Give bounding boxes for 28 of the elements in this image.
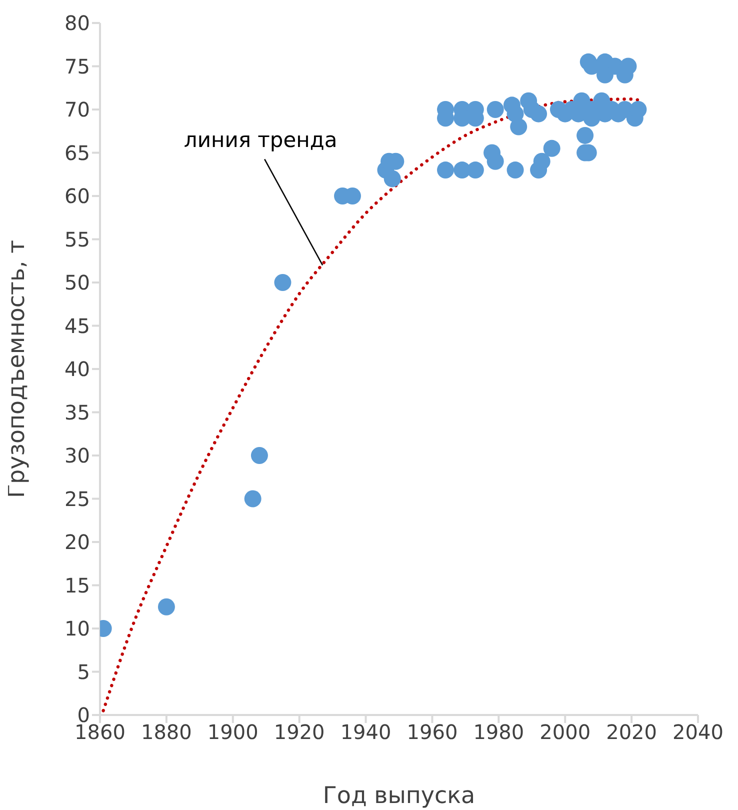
x-tick-label: 2040 xyxy=(672,720,724,744)
annotation: линия тренда xyxy=(184,128,338,152)
x-tick-label: 2000 xyxy=(540,720,591,744)
y-tick-label: 70 xyxy=(64,98,90,122)
y-tick-label: 40 xyxy=(64,357,90,382)
y-tick-label: 35 xyxy=(64,400,90,424)
x-tick-label: 1960 xyxy=(406,720,458,744)
x-tick-label: 1940 xyxy=(340,720,392,744)
y-tick-label: 15 xyxy=(64,573,90,598)
y-tick-label: 55 xyxy=(64,227,90,252)
y-tick-label: 60 xyxy=(64,184,90,208)
x-tick-label: 1920 xyxy=(274,720,325,744)
y-tick-label: 75 xyxy=(64,54,90,78)
y-tick-label: 10 xyxy=(64,616,90,641)
y-tick-label: 50 xyxy=(64,270,90,295)
y-tick-label: 30 xyxy=(64,444,90,468)
y-tick-label: 25 xyxy=(64,486,90,511)
y-tick-label: 45 xyxy=(64,314,90,338)
x-axis-title: Год выпуска xyxy=(322,783,476,809)
y-tick-label: 80 xyxy=(64,11,90,36)
y-tick-label: 65 xyxy=(64,140,90,165)
x-tick-label: 2020 xyxy=(606,720,658,744)
x-tick-label: 1880 xyxy=(140,720,192,744)
x-tick-label: 1980 xyxy=(473,720,524,744)
y-tick-label: 5 xyxy=(77,660,90,684)
x-tick-label: 1900 xyxy=(207,720,258,744)
callout-pointer: линия тренда xyxy=(184,128,338,266)
y-tick-label: 20 xyxy=(64,530,90,554)
